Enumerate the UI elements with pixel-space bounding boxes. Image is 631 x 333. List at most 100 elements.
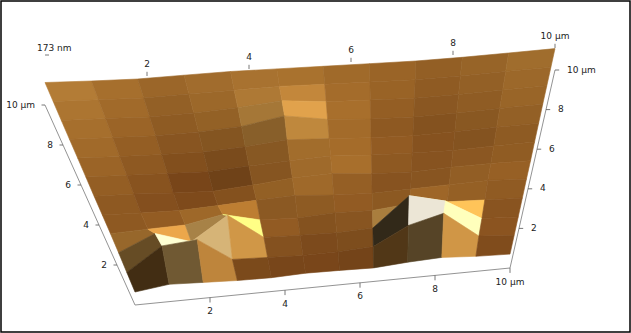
surface-cell — [78, 157, 127, 178]
x-tick-tick — [435, 275, 436, 280]
y-tick-right-label: 8 — [558, 104, 564, 114]
y-tick-tick — [96, 225, 100, 226]
surface-cell — [334, 193, 373, 212]
y-tick-label: 10 µm — [6, 100, 35, 110]
x-tick-tick — [510, 268, 511, 273]
y-tick-right-label: 4 — [540, 183, 546, 193]
surface-cell — [91, 79, 143, 100]
chart: 2 2 4 4 6 6 8 8 10 µm 10 µm 2 2 4 4 6 6 8 8 10 µm 10 µm 173 … — [0, 0, 631, 333]
x-tick-label: 4 — [282, 299, 288, 309]
surface-cell — [257, 196, 298, 220]
surface-cell — [127, 174, 174, 195]
surface-cell — [86, 175, 134, 196]
x-tick-back-label: 8 — [450, 38, 456, 48]
surface-cell — [285, 116, 330, 140]
tick-labels: 2 2 4 4 6 6 8 8 10 µm 10 µm 2 2 4 4 6 6 8 8 10 µm 10 µm 173 … — [6, 31, 596, 317]
surface-cell — [408, 213, 444, 262]
surface-cell — [98, 98, 149, 119]
surface-cell — [127, 246, 169, 292]
surface-cell — [332, 174, 372, 196]
x-tick-back-tick — [453, 51, 454, 55]
y-tick-right-tick — [546, 109, 550, 110]
surface-cell — [45, 81, 98, 102]
surface-cell — [94, 194, 141, 215]
x-tick-back-label: 2 — [144, 59, 150, 69]
x-tick-back-label: 4 — [246, 52, 252, 62]
surface-cell — [447, 181, 487, 202]
surface-cell — [485, 179, 527, 200]
x-tick-back-label: 10 µm — [541, 31, 570, 41]
surface-cell — [260, 218, 300, 237]
y-tick-tick — [42, 105, 46, 106]
x-tick-label: 10 µm — [496, 277, 525, 287]
y-tick-label: 6 — [65, 180, 71, 190]
surface-cell — [371, 136, 413, 155]
surface-cell — [298, 213, 337, 236]
surface-cell — [412, 132, 455, 153]
surface-cell — [442, 213, 479, 257]
surface-cell — [370, 61, 416, 82]
surface-cell — [325, 82, 371, 102]
surface-cell — [53, 100, 105, 121]
surface-cell — [156, 132, 204, 155]
surface-cell — [476, 236, 514, 257]
surface-cell — [323, 64, 370, 85]
x-tick-back-tick — [351, 58, 352, 62]
y-tick-label: 2 — [101, 260, 107, 270]
surface-cell — [371, 153, 412, 174]
y-tick-label: 4 — [83, 220, 89, 230]
x-tick-back-label: 6 — [348, 45, 354, 55]
y-tick-right-tick — [528, 188, 532, 189]
x-tick-back-tick — [249, 65, 250, 69]
y-tick-right-label: 6 — [549, 144, 555, 154]
surface-cell — [134, 193, 180, 213]
x-tick-back-tick — [147, 72, 148, 76]
surface-cell — [303, 252, 340, 274]
y-tick-label: 8 — [47, 140, 53, 150]
surface-cell — [370, 98, 414, 119]
y-tick-right-label: 10 µm — [567, 65, 596, 75]
y-tick-right-tick — [555, 70, 559, 71]
surface-cell — [120, 155, 168, 176]
x-tick-label: 6 — [357, 291, 363, 301]
surface-cell — [232, 258, 271, 281]
surface-cell — [264, 235, 303, 257]
z-tick — [45, 55, 49, 56]
y-tick-right-tick — [537, 149, 541, 150]
x-tick-tick — [285, 290, 286, 295]
frame — [1, 1, 630, 332]
surface-cell — [279, 84, 326, 102]
surface-cell — [197, 240, 237, 283]
surface-cell — [482, 198, 522, 219]
surface-cell — [338, 247, 374, 271]
y-tick-tick — [114, 265, 118, 266]
y-tick-tick — [60, 145, 64, 146]
surface-cell — [329, 138, 371, 156]
y-tick-right-label: 2 — [531, 223, 537, 233]
surface-cell — [292, 174, 333, 196]
surface-cell — [113, 136, 162, 157]
surface-cell — [268, 256, 306, 278]
surface-cell — [488, 161, 531, 181]
surface-cell — [228, 215, 268, 259]
surface-cell — [168, 172, 214, 193]
surface-cell — [331, 155, 372, 174]
axes — [42, 44, 560, 305]
surface-cell — [70, 138, 120, 159]
surface-cell — [370, 80, 415, 100]
surface — [45, 49, 555, 292]
surface-cell — [277, 66, 325, 86]
surface-cell — [162, 152, 209, 173]
surface-cell — [479, 217, 518, 236]
surface-cell — [491, 142, 535, 163]
surface-cell — [106, 117, 156, 138]
z-tick-label: 173 nm — [37, 43, 72, 53]
surface-cell — [326, 100, 371, 119]
surface-cell — [162, 240, 203, 285]
surface-cell — [373, 225, 408, 268]
y-tick-tick — [78, 185, 82, 186]
surface-cell — [61, 119, 112, 140]
x-tick-label: 8 — [432, 284, 438, 294]
x-tick-label: 2 — [207, 306, 213, 316]
x-tick-tick — [210, 298, 211, 303]
